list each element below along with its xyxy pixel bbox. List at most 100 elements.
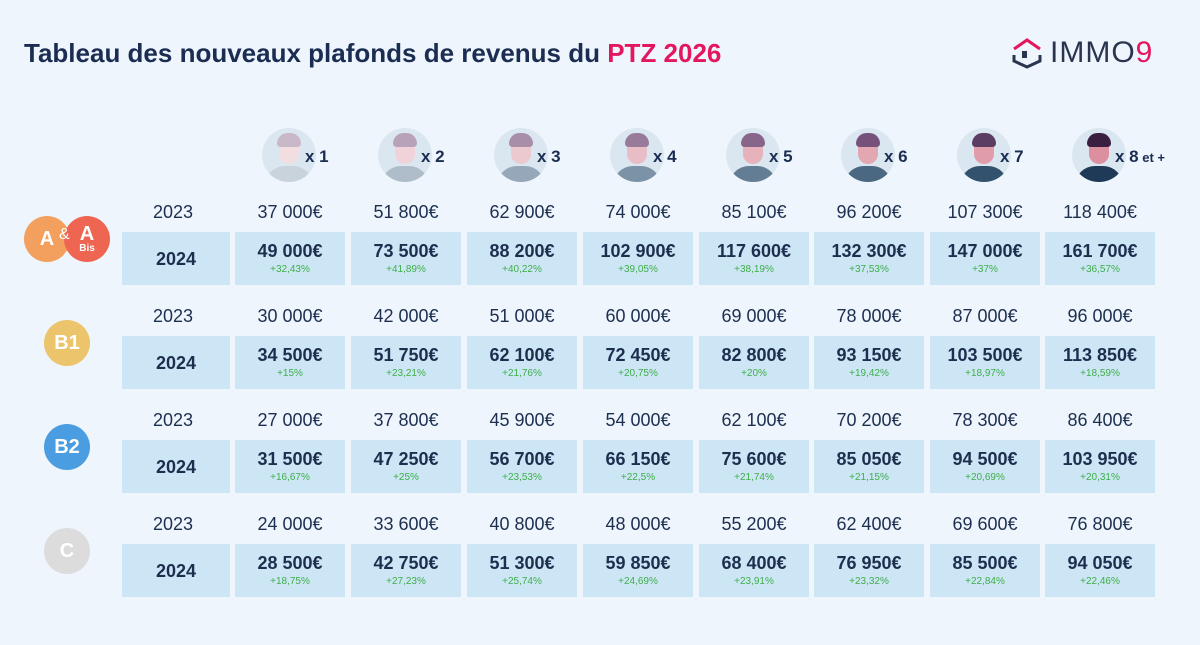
ceiling-2023: 74 000€ <box>605 202 671 222</box>
ceiling-2023: 96 200€ <box>836 202 902 222</box>
year-2024-label: 2024 <box>122 232 230 285</box>
ceiling-2024-cell: 47 250€ +25% <box>351 440 461 493</box>
zone-ampersand: & <box>59 226 70 243</box>
increase-percent: +21,74% <box>734 472 774 483</box>
year-2024: 2024 <box>155 561 197 581</box>
year-2023-label: 2023 <box>152 202 194 222</box>
ceiling-2024-cell: 34 500€ +15% <box>235 336 345 389</box>
ceiling-2024-cell: 49 000€ +32,43% <box>235 232 345 285</box>
ceiling-2024-cell: 75 600€ +21,74% <box>699 440 809 493</box>
ceiling-2024-cell: 88 200€ +40,22% <box>467 232 577 285</box>
avatar-body <box>613 166 661 182</box>
ceiling-2024-cell: 103 500€ +18,97% <box>930 336 1040 389</box>
increase-percent: +20,31% <box>1080 472 1120 483</box>
ceiling-2023: 96 000€ <box>1067 306 1133 326</box>
ceiling-2023: 69 600€ <box>952 514 1018 534</box>
year-2024-label: 2024 <box>122 544 230 597</box>
year-2024-label: 2024 <box>122 440 230 493</box>
logo: IMMO9 <box>1010 36 1153 70</box>
avatar-body <box>381 166 429 182</box>
ceiling-2024: 66 150€ <box>605 449 671 469</box>
ceiling-2023: 48 000€ <box>605 514 671 534</box>
ceiling-2024-cell: 117 600€ +38,19% <box>699 232 809 285</box>
ceiling-2023: 37 800€ <box>373 410 439 430</box>
household-suffix: et + <box>1138 150 1166 165</box>
increase-percent: +19,42% <box>849 368 889 379</box>
ceiling-2023: 54 000€ <box>605 410 671 430</box>
ceiling-2024-cell: 31 500€ +16,67% <box>235 440 345 493</box>
ceiling-2023: 86 400€ <box>1067 410 1133 430</box>
ceiling-2024: 59 850€ <box>605 553 671 573</box>
year-2023-label: 2023 <box>152 306 194 326</box>
avatar-hair <box>393 133 417 147</box>
household-size: x 4 <box>653 147 677 166</box>
household-size-label: x 1 <box>305 147 329 167</box>
avatar-hair <box>1087 133 1111 147</box>
increase-percent: +20,75% <box>618 368 658 379</box>
ceiling-2023: 51 000€ <box>489 306 555 326</box>
avatar-icon <box>610 128 664 182</box>
ceiling-2023: 42 000€ <box>373 306 439 326</box>
ceiling-2024: 68 400€ <box>721 553 787 573</box>
ceiling-2023: 70 200€ <box>836 410 902 430</box>
ceiling-2024: 31 500€ <box>257 449 323 469</box>
ceiling-2023: 62 400€ <box>836 514 902 534</box>
ceiling-2024: 88 200€ <box>489 241 555 261</box>
increase-percent: +25% <box>393 472 419 483</box>
avatar-icon <box>957 128 1011 182</box>
year-2023-label: 2023 <box>152 514 194 534</box>
ceiling-2024: 132 300€ <box>831 241 907 261</box>
increase-percent: +24,69% <box>618 576 658 587</box>
zone-bis: Bis <box>79 243 95 254</box>
ceiling-2024: 72 450€ <box>605 345 671 365</box>
logo-text: IMMO <box>1050 36 1136 69</box>
avatar-icon <box>494 128 548 182</box>
ceiling-2024-cell: 85 500€ +22,84% <box>930 544 1040 597</box>
ceiling-2024-cell: 85 050€ +21,15% <box>814 440 924 493</box>
household-size-label: x 3 <box>537 147 561 167</box>
ceiling-2023: 24 000€ <box>257 514 323 534</box>
ceiling-2024-cell: 42 750€ +27,23% <box>351 544 461 597</box>
ceiling-2024-cell: 102 900€ +39,05% <box>583 232 693 285</box>
increase-percent: +25,74% <box>502 576 542 587</box>
increase-percent: +23,91% <box>734 576 774 587</box>
house-icon <box>1012 38 1042 69</box>
ceiling-2024-cell: 94 050€ +22,46% <box>1045 544 1155 597</box>
household-size: x 8 <box>1115 147 1139 166</box>
ceiling-2024: 85 500€ <box>952 553 1018 573</box>
household-size: x 1 <box>305 147 329 166</box>
avatar-body <box>1075 166 1123 182</box>
avatar-icon <box>378 128 432 182</box>
increase-percent: +22,5% <box>620 472 656 483</box>
avatar-body <box>265 166 313 182</box>
ceiling-2024: 103 500€ <box>947 345 1023 365</box>
ceiling-2023: 62 100€ <box>721 410 787 430</box>
ceiling-2024-cell: 51 750€ +23,21% <box>351 336 461 389</box>
household-size: x 3 <box>537 147 561 166</box>
ceiling-2024-cell: 56 700€ +23,53% <box>467 440 577 493</box>
ceiling-2023: 37 000€ <box>257 202 323 222</box>
ceiling-2023: 118 400€ <box>1063 202 1137 222</box>
ceiling-2023: 85 100€ <box>721 202 787 222</box>
ceiling-2024-cell: 93 150€ +19,42% <box>814 336 924 389</box>
ceiling-2023: 78 300€ <box>952 410 1018 430</box>
ceiling-2024-cell: 147 000€ +37% <box>930 232 1040 285</box>
avatar-icon <box>262 128 316 182</box>
increase-percent: +36,57% <box>1080 264 1120 275</box>
year-2024: 2024 <box>155 353 197 373</box>
ceiling-2024-cell: 51 300€ +25,74% <box>467 544 577 597</box>
household-size-label: x 8 et + <box>1115 147 1165 167</box>
title-text: Tableau des nouveaux plafonds de revenus… <box>24 38 608 68</box>
ceiling-2023: 40 800€ <box>489 514 555 534</box>
increase-percent: +22,84% <box>965 576 1005 587</box>
ceiling-2024: 147 000€ <box>947 241 1023 261</box>
ceiling-2024-cell: 28 500€ +18,75% <box>235 544 345 597</box>
increase-percent: +37% <box>972 264 998 275</box>
increase-percent: +37,53% <box>849 264 889 275</box>
ceiling-2024: 49 000€ <box>257 241 323 261</box>
increase-percent: +16,67% <box>270 472 310 483</box>
ceiling-2024-cell: 59 850€ +24,69% <box>583 544 693 597</box>
ceiling-2024: 94 050€ <box>1067 553 1133 573</box>
household-size: x 7 <box>1000 147 1024 166</box>
avatar-hair <box>856 133 880 147</box>
